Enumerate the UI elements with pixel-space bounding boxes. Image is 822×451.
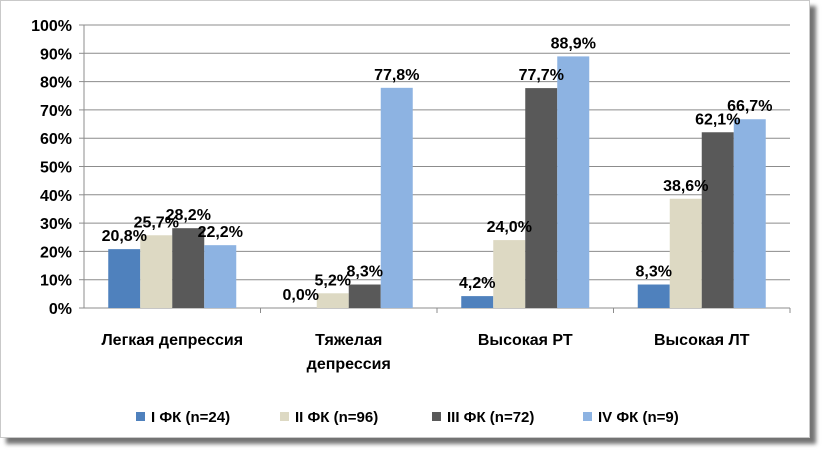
bar	[701, 132, 734, 308]
legend-label: IV ФК (n=9)	[598, 409, 679, 426]
legend-label: I ФК (n=24)	[151, 409, 230, 426]
bar	[172, 228, 205, 308]
bar	[637, 284, 670, 308]
data-label: 77,7%	[519, 67, 564, 84]
bars	[108, 56, 766, 309]
y-tick-label: 10%	[40, 273, 72, 290]
legend-label: III ФК (n=72)	[447, 409, 534, 426]
y-tick-label: 90%	[40, 46, 72, 63]
data-label: 22,2%	[198, 224, 243, 241]
bar	[380, 87, 413, 309]
category-label: Тяжелая	[315, 332, 382, 349]
data-label: 4,2%	[459, 275, 495, 292]
y-tick-label: 50%	[40, 160, 72, 177]
bar	[348, 284, 381, 308]
data-label: 20,8%	[102, 228, 147, 245]
legend: I ФК (n=24) II ФК (n=96) III ФК (n=72) IV Ф…	[136, 409, 679, 426]
y-tick-label: 60%	[40, 131, 72, 148]
data-label: 5,2%	[315, 272, 351, 289]
data-label: 62,1%	[695, 111, 740, 128]
bar	[204, 245, 237, 308]
y-tick-label: 70%	[40, 103, 72, 120]
bar	[108, 249, 141, 308]
data-label: 88,9%	[551, 35, 596, 52]
data-label: 8,3%	[636, 264, 672, 281]
y-tick-label: 100%	[31, 18, 72, 35]
legend-swatch	[136, 412, 145, 421]
bar	[316, 293, 349, 308]
legend-swatch	[583, 412, 592, 421]
bar	[557, 56, 590, 309]
data-label: 25,7%	[134, 214, 179, 231]
category-label: Высокая РТ	[478, 332, 573, 349]
data-label: 77,8%	[374, 67, 419, 84]
bar	[669, 198, 702, 308]
y-tick-label: 20%	[40, 244, 72, 261]
bar	[525, 88, 558, 308]
category-label: депрессия	[307, 356, 391, 373]
data-label: 0,0%	[283, 287, 319, 304]
category-label: Высокая ЛТ	[654, 332, 750, 349]
legend-label: II ФК (n=96)	[295, 409, 378, 426]
y-tick-label: 30%	[40, 216, 72, 233]
legend-swatch	[432, 412, 441, 421]
category-label: Легкая депрессия	[101, 332, 243, 349]
category-labels: Легкая депрессия Тяжелая депрессия Высокая …	[101, 332, 749, 373]
data-label: 38,6%	[663, 178, 708, 195]
axes: 0% 10% 20% 30% 40% 50% 60% 70% 80% 90% 100%	[31, 18, 791, 318]
y-tick-label: 40%	[40, 188, 72, 205]
bar	[733, 119, 766, 308]
bar	[140, 235, 173, 308]
data-labels: 20,8%25,7%28,2%22,2%0,0%5,2%8,3%77,8%4,2…	[102, 35, 773, 304]
bar	[493, 240, 526, 308]
data-label: 8,3%	[347, 264, 383, 281]
y-tick-label: 80%	[40, 75, 72, 92]
data-label: 66,7%	[727, 98, 772, 115]
data-label: 24,0%	[487, 219, 532, 236]
legend-swatch	[280, 412, 289, 421]
bar	[461, 296, 494, 308]
y-tick-label: 0%	[49, 301, 72, 318]
data-label: 28,2%	[166, 207, 211, 224]
